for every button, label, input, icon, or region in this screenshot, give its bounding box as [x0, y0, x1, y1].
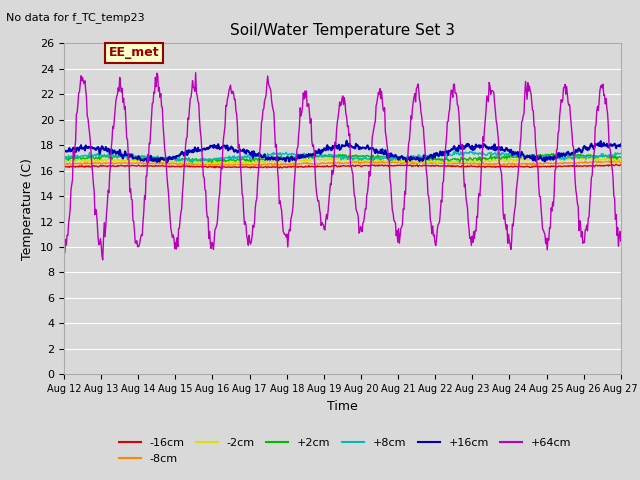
- Text: No data for f_TC_temp23: No data for f_TC_temp23: [6, 12, 145, 23]
- X-axis label: Time: Time: [327, 400, 358, 413]
- Legend: -16cm, -8cm, -2cm, +2cm, +8cm, +16cm, +64cm: -16cm, -8cm, -2cm, +2cm, +8cm, +16cm, +6…: [114, 434, 576, 468]
- Y-axis label: Temperature (C): Temperature (C): [22, 158, 35, 260]
- Title: Soil/Water Temperature Set 3: Soil/Water Temperature Set 3: [230, 23, 455, 38]
- Text: EE_met: EE_met: [109, 47, 159, 60]
